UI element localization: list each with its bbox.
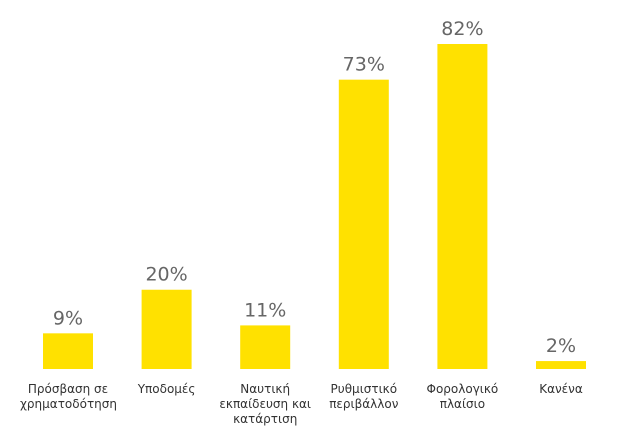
bar bbox=[536, 361, 586, 369]
value-label: 9% bbox=[53, 307, 83, 329]
value-label: 2% bbox=[546, 335, 576, 357]
category-label: Υποδομές bbox=[137, 382, 196, 396]
value-label: 73% bbox=[343, 54, 385, 76]
bar bbox=[437, 44, 488, 369]
bar bbox=[43, 333, 93, 369]
category-label: Φορολογικό πλαίσιο bbox=[426, 382, 499, 411]
category-label: Πρόσβαση σε χρηματοδότηση bbox=[20, 382, 117, 411]
value-label: 20% bbox=[145, 264, 187, 286]
category-label: Κανένα bbox=[539, 382, 583, 396]
value-label: 11% bbox=[244, 299, 286, 321]
bar bbox=[240, 325, 291, 369]
bar bbox=[141, 289, 192, 369]
value-label: 82% bbox=[441, 18, 483, 40]
bar bbox=[338, 79, 389, 370]
category-label: Ρυθμιστικό περιβάλλον bbox=[329, 382, 399, 411]
category-label: Ναυτική εκπαίδευση και κατάρτιση bbox=[219, 382, 311, 426]
